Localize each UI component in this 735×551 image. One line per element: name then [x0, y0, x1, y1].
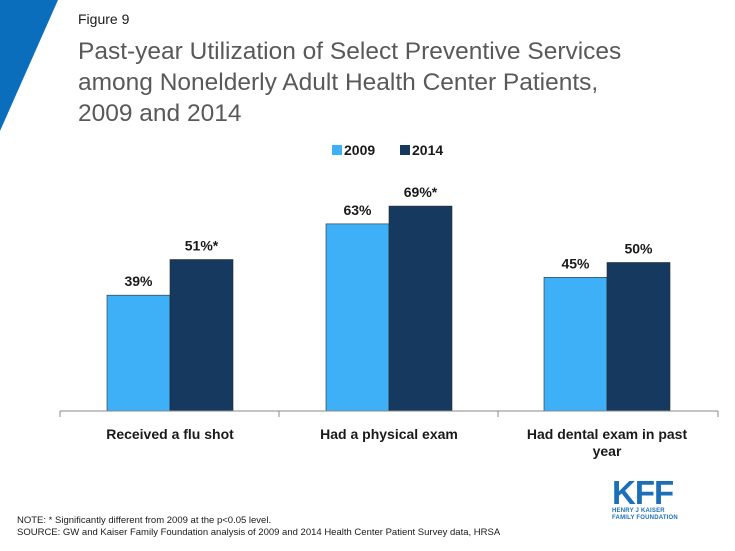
corner-accent-shape	[0, 0, 58, 131]
footnote-note: NOTE: * Significantly different from 200…	[17, 515, 272, 526]
data-label-2014-1: 69%*	[404, 184, 438, 200]
bar-2014-1	[388, 205, 453, 412]
bar-chart: 2009 2014 39% 63% 45% 51%* 69%* 50% Received a f…	[59, 142, 719, 459]
kff-logo-subtitle: HENRY J KAISER FAMILY FOUNDATION	[612, 508, 682, 522]
bar-2014-2	[606, 262, 671, 412]
figure-label: Figure 9	[78, 11, 130, 27]
legend-label-2009: 2009	[344, 142, 375, 158]
footnotes: NOTE: * Significantly different from 200…	[17, 515, 500, 539]
legend-label-2014: 2014	[412, 142, 443, 158]
data-label-2009-2: 45%	[561, 255, 590, 271]
legend-swatch-2014	[400, 145, 410, 155]
data-label-2009-0: 39%	[124, 273, 153, 289]
chart-title-line: Past-year Utilization of Select Preventi…	[78, 38, 622, 65]
kff-logo-subtitle-line: HENRY J KAISER	[612, 508, 665, 514]
chart-title: Past-year Utilization of Select Preventi…	[78, 36, 708, 129]
category-label: Had dental exam in past	[527, 426, 688, 442]
category-label: Had a physical exam	[320, 426, 458, 442]
category-label: Received a flu shot	[106, 426, 234, 442]
bar-2009-2	[543, 277, 608, 412]
data-label-2014-0: 51%*	[185, 238, 219, 254]
category-label: year	[593, 443, 622, 459]
bar-2009-0	[106, 294, 171, 412]
bar-2014-0	[169, 259, 234, 412]
data-label-2014-2: 50%	[624, 241, 653, 257]
chart-title-line: 2009 and 2014	[78, 100, 242, 127]
bar-2009-1	[325, 223, 390, 412]
kff-logo-mark: KFF	[612, 474, 674, 511]
kff-logo-subtitle-line: FAMILY FOUNDATION	[612, 515, 678, 521]
footnote-source: SOURCE: GW and Kaiser Family Foundation …	[17, 527, 501, 538]
data-label-2009-1: 63%	[343, 202, 372, 218]
legend-swatch-2009	[332, 145, 342, 155]
chart-title-line: among Nonelderly Adult Health Center Pat…	[78, 69, 599, 96]
kff-logo: KFF HENRY J KAISER FAMILY FOUNDATION	[612, 474, 682, 522]
